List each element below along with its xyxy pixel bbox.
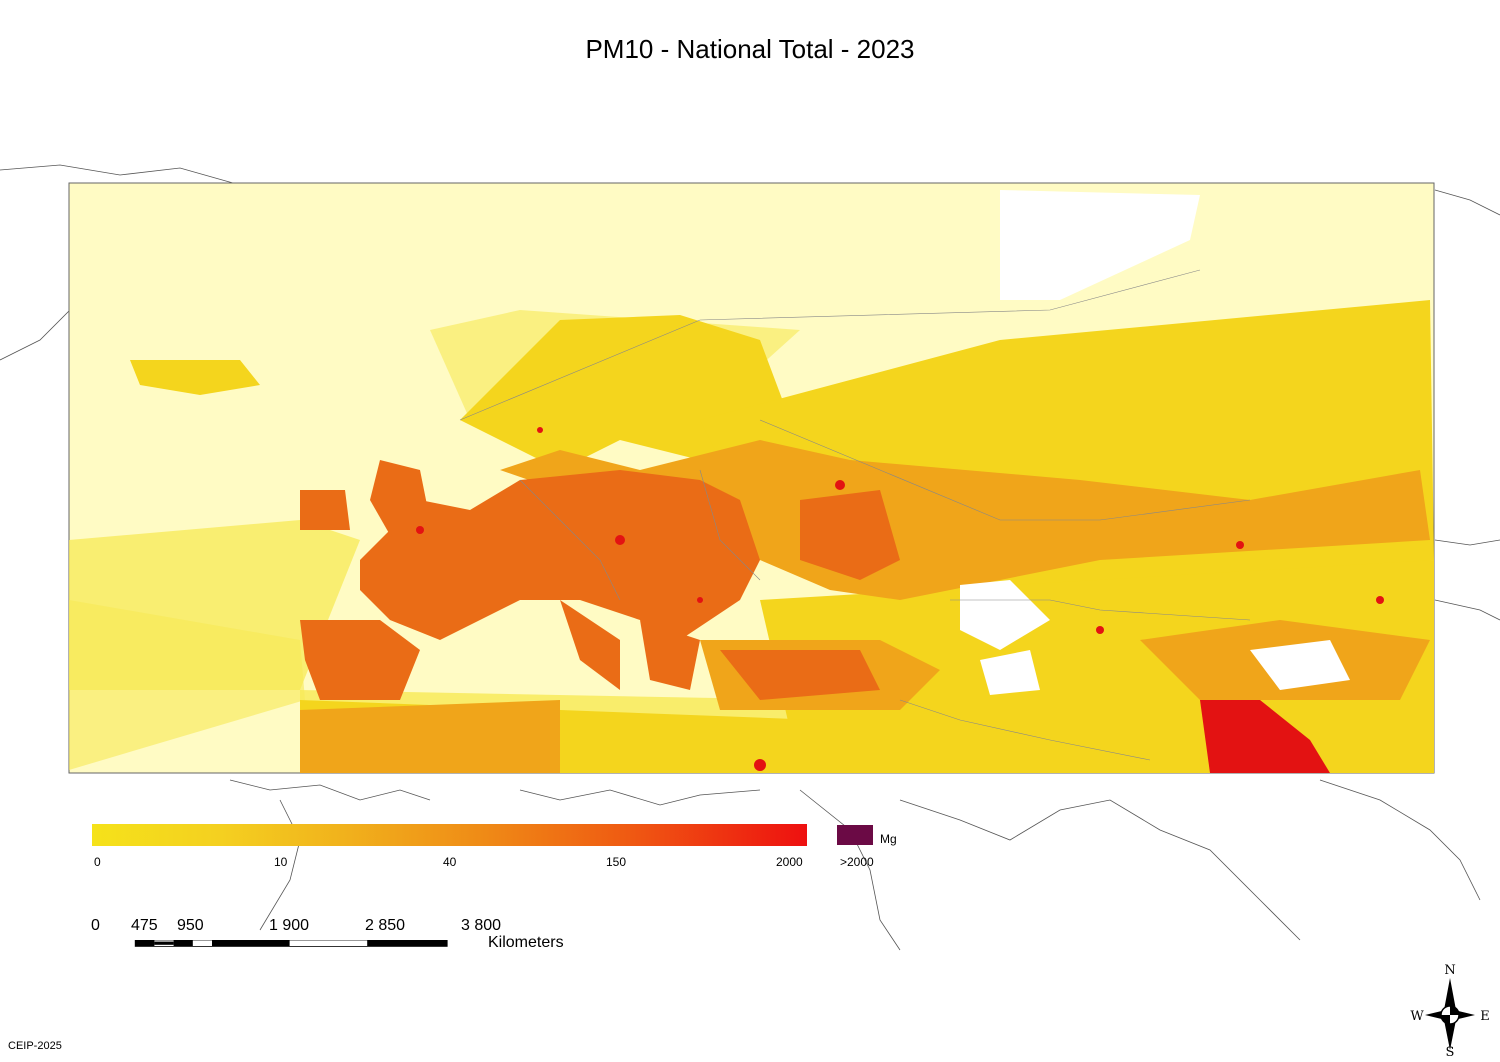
legend-tick: 0 — [94, 855, 101, 869]
scale-label: 0 — [91, 917, 100, 934]
scale-label: 475 — [131, 917, 158, 934]
scale-unit: Kilometers — [488, 934, 564, 951]
land-mid — [300, 440, 1430, 773]
land-high — [300, 460, 900, 700]
legend-tick: 40 — [443, 855, 457, 869]
legend-color-ramp — [92, 824, 807, 846]
legend-tick: 2000 — [776, 855, 803, 869]
background-coastlines — [0, 164, 1500, 951]
scale-label: 2 850 — [365, 917, 406, 934]
map-title: PM10 - National Total - 2023 — [585, 34, 915, 64]
legend-tick: 150 — [606, 855, 627, 869]
scale-label: 950 — [177, 917, 204, 934]
borders — [459, 269, 1251, 761]
white-deserts — [960, 190, 1350, 695]
emission-map — [0, 164, 1500, 951]
scale-label: 1 900 — [269, 917, 310, 934]
north-arrow-icon: N S W E — [1410, 963, 1490, 1060]
compass-e: E — [1480, 1009, 1490, 1024]
scale-label: 3 800 — [461, 917, 502, 934]
credit-label: CEIP-2025 — [8, 1040, 62, 1052]
compass-s: S — [1446, 1045, 1455, 1060]
legend-unit: Mg — [880, 832, 897, 846]
legend-max-label: >2000 — [840, 855, 874, 869]
scale-bar — [134, 940, 448, 947]
legend-tick: 10 — [274, 855, 288, 869]
hotspots — [416, 427, 1384, 773]
legend-max-swatch — [837, 825, 873, 845]
compass-n: N — [1444, 963, 1455, 978]
compass-w: W — [1410, 1009, 1424, 1024]
